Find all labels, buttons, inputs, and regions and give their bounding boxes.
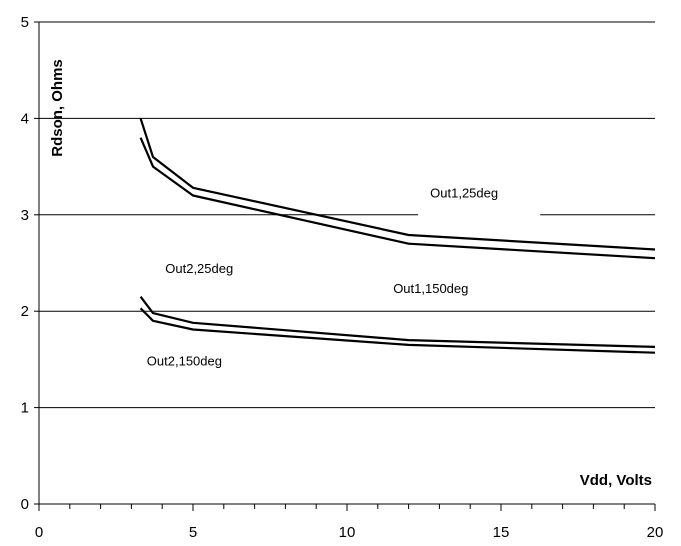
x-tick-label-10: 10: [339, 524, 356, 541]
x-axis-title: Vdd, Volts: [580, 472, 652, 489]
x-tick-label-15: 15: [493, 524, 510, 541]
x-tick-label-20: 20: [647, 524, 664, 541]
series-label-out1-150deg: Out1,150deg: [393, 281, 468, 296]
y-tick-label-1: 1: [21, 400, 29, 417]
series-label-out2-150deg: Out2,150deg: [147, 353, 222, 368]
y-axis-title: Rdson, Ohms: [49, 59, 66, 157]
series-line-out1-150deg: [139, 137, 656, 260]
series-line-out2-25deg: [139, 296, 656, 348]
y-tick-label-0: 0: [21, 496, 29, 513]
series-label-out1-25deg: Out1,25deg: [430, 186, 498, 201]
y-tick-label-4: 4: [21, 110, 29, 127]
x-tick-label-0: 0: [35, 524, 43, 541]
x-tick-label-5: 5: [189, 524, 197, 541]
series-line-out1-25deg: [139, 118, 656, 251]
y-tick-label-3: 3: [21, 207, 29, 224]
series-line-out2-150deg: [139, 307, 656, 354]
label-backing-out1-25deg: [418, 210, 541, 219]
y-tick-label-5: 5: [21, 14, 29, 31]
y-tick-label-2: 2: [21, 303, 29, 320]
series-label-out2-25deg: Out2,25deg: [165, 261, 233, 276]
